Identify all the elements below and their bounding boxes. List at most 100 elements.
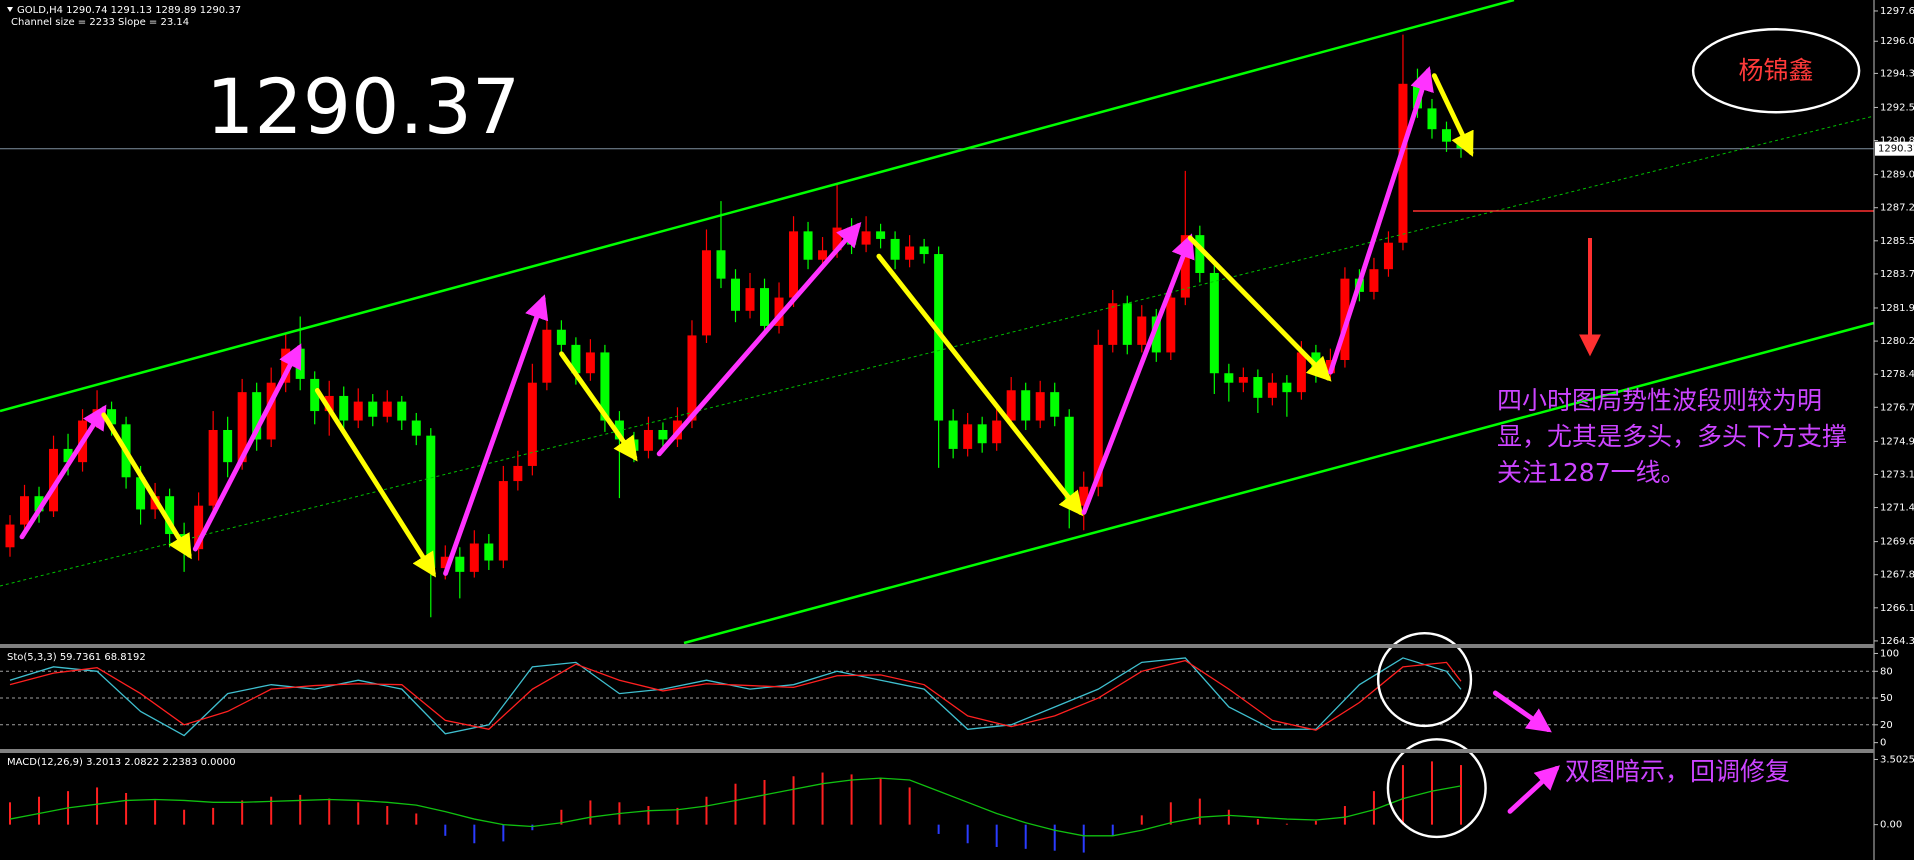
candle-body: [571, 344, 581, 374]
y-tick-label: 1285.50: [1880, 236, 1914, 247]
candle-body: [34, 496, 44, 512]
y-tick-label: 1278.45: [1880, 369, 1914, 380]
candle-body: [919, 246, 929, 255]
candle-body: [614, 420, 624, 440]
candle-body: [1267, 382, 1277, 398]
candle-body: [818, 250, 828, 260]
candle-body: [1282, 382, 1292, 393]
arrow: [1507, 765, 1560, 814]
y-tick-label: 1283.75: [1880, 269, 1914, 280]
candle-body: [411, 420, 421, 436]
channel-upper: [0, 0, 1515, 413]
arrow: [314, 387, 436, 578]
candle-body: [498, 481, 508, 561]
arrow: [1328, 66, 1434, 375]
candle-body: [774, 297, 784, 326]
y-tick-label: 1296.05: [1880, 36, 1914, 47]
candle-body: [237, 392, 247, 463]
candle-body: [731, 278, 740, 311]
candle-body: [194, 505, 204, 550]
price-headline: 1290.37: [206, 62, 520, 151]
y-tick-label: 1273.15: [1880, 469, 1914, 480]
y-tick-label: 3.5025: [1880, 754, 1914, 765]
candle-body: [1064, 416, 1074, 506]
arrow: [1492, 690, 1552, 733]
candle-body: [63, 448, 73, 463]
candle-body: [1180, 235, 1190, 298]
candle-body: [1151, 316, 1161, 353]
candle-body: [556, 329, 566, 345]
candle-body: [1093, 344, 1103, 487]
last-price-label: 1290.37: [1878, 144, 1914, 155]
y-tick-label: 1289.00: [1880, 170, 1914, 181]
author-oval: [1691, 28, 1861, 114]
note-line: 关注1287一线。: [1497, 458, 1686, 487]
candle-body: [266, 382, 276, 440]
y-tick-label: 1266.10: [1880, 603, 1914, 614]
candle-body: [1021, 390, 1031, 421]
highlight-circle: [1386, 738, 1487, 839]
note-line: 四小时图局势性波段则较为明: [1497, 386, 1822, 415]
candle-body: [1079, 486, 1089, 506]
candle-body: [1398, 83, 1408, 243]
candle-body: [165, 496, 175, 535]
candle-body: [876, 231, 886, 239]
highlight-circle: [1376, 631, 1473, 728]
y-tick-label: 1297.65: [1880, 6, 1914, 17]
candle-body: [513, 465, 523, 482]
arrow: [656, 222, 862, 457]
candle-body: [1427, 108, 1437, 130]
candle-body: [1383, 242, 1393, 270]
y-tick-label: 1280.20: [1880, 336, 1914, 347]
candle-body: [977, 424, 987, 444]
candle-body: [1224, 373, 1234, 383]
plot-layers: 1297.65 1296.05 1294.35 1292.55 1290.80 1289.…: [0, 6, 1914, 853]
channel-middle: [0, 115, 1875, 587]
candle-body: [1137, 316, 1147, 345]
symbol-info: GOLD,H4 1290.74 1291.13 1289.89 1290.37: [17, 5, 241, 16]
arrow: [19, 404, 107, 540]
candle-body: [1108, 303, 1118, 345]
candle-body: [5, 524, 15, 548]
candle-body: [527, 382, 537, 466]
candle-body: [310, 378, 320, 412]
candle-body: [440, 556, 450, 569]
candle-body: [716, 250, 726, 279]
macd-title: MACD(12,26,9) 3.2013 2.0822 2.2383 0.000…: [7, 757, 236, 768]
candle-body: [49, 448, 59, 512]
candle-body: [136, 477, 146, 510]
menu-icon: [7, 7, 13, 12]
candle-body: [426, 435, 436, 569]
arrow: [876, 253, 1084, 517]
note-line: 显，尤其是多头，多头下方支撑: [1497, 422, 1847, 451]
channel-lower: [683, 321, 1875, 645]
y-tick-label: 50: [1880, 693, 1893, 704]
arrow: [559, 351, 638, 462]
candle-body: [208, 429, 218, 506]
candle-body: [469, 543, 479, 572]
y-tick-label: 1292.55: [1880, 102, 1914, 113]
stochastic-line: [9, 659, 1462, 731]
candle-body: [948, 420, 958, 449]
y-tick-label: 1294.35: [1880, 68, 1914, 79]
arrow: [101, 412, 192, 560]
candle-body: [1238, 377, 1248, 383]
y-tick-label: 1271.40: [1880, 503, 1914, 514]
candle-body: [1296, 352, 1306, 393]
candle-body: [934, 254, 944, 421]
candle-body: [353, 401, 363, 421]
stochastic-line: [9, 657, 1462, 737]
candle-body: [963, 424, 973, 449]
y-tick-label: 100: [1880, 648, 1899, 659]
drawing-objects: [0, 0, 1875, 860]
candle-body: [252, 392, 262, 440]
arrow: [443, 294, 549, 576]
candle-body: [600, 352, 610, 421]
macd-signal-line: [9, 777, 1462, 837]
y-tick-label: 1290.80: [1880, 136, 1914, 147]
candle-body: [107, 409, 117, 425]
candle-body: [1209, 272, 1219, 374]
pane-separator: [0, 644, 1874, 648]
